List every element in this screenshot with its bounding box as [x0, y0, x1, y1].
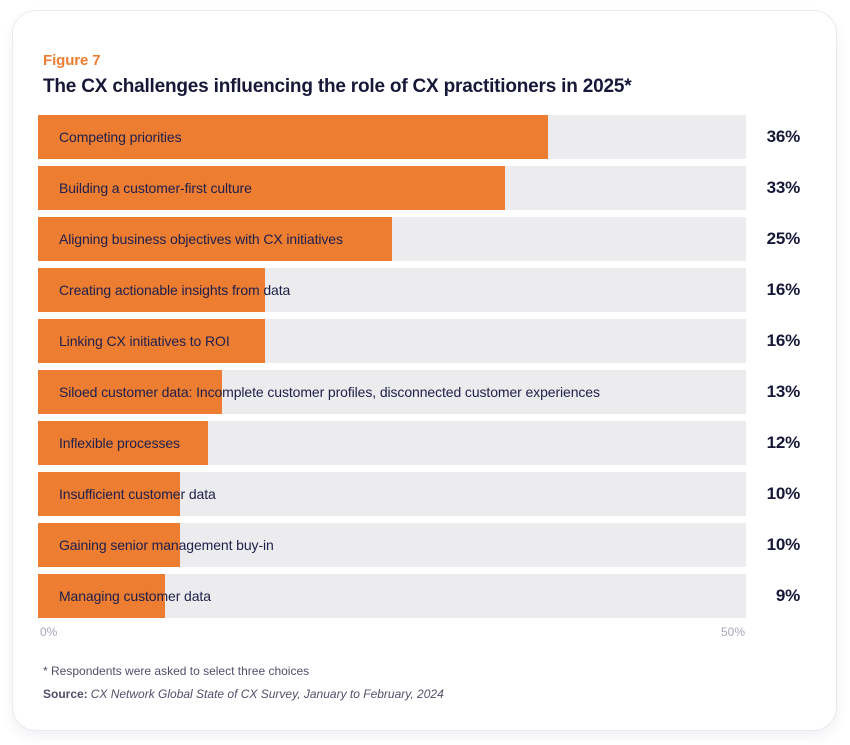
- bar-row: Siloed customer data: Incomplete custome…: [38, 370, 800, 414]
- bar-fill: [38, 217, 392, 261]
- bar-track: Creating actionable insights from data: [38, 268, 746, 312]
- bar-track: Building a customer-first culture: [38, 166, 746, 210]
- bar-row: Building a customer-first culture 33%: [38, 166, 800, 210]
- bar-rows: Competing priorities 36% Building a cust…: [38, 115, 800, 618]
- bar-row: Competing priorities 36%: [38, 115, 800, 159]
- source-line: Source: CX Network Global State of CX Sur…: [43, 687, 800, 701]
- bar-chart: Competing priorities 36% Building a cust…: [38, 115, 800, 639]
- bar-row: Inflexible processes 12%: [38, 421, 800, 465]
- bar-track: Managing customer data: [38, 574, 746, 618]
- bar-label: Inflexible processes: [59, 435, 180, 451]
- bar-label: Competing priorities: [59, 129, 182, 145]
- bar-fill: [38, 268, 265, 312]
- x-axis: 0% 50%: [38, 625, 746, 639]
- bar-value: 10%: [766, 484, 801, 503]
- figure-card: Figure 7 The CX challenges influencing t…: [12, 10, 837, 731]
- bar-row: Managing customer data 9%: [38, 574, 800, 618]
- chart-title: The CX challenges influencing the role o…: [43, 76, 632, 97]
- bar-value: 33%: [766, 178, 801, 197]
- footnote: * Respondents were asked to select three…: [43, 664, 310, 678]
- bar-value: 16%: [766, 280, 801, 299]
- bar-label: Gaining senior management buy-in: [59, 537, 274, 553]
- bar-value: 25%: [766, 229, 801, 248]
- bar-label: Building a customer-first culture: [59, 180, 252, 196]
- axis-tick-max: 50%: [720, 625, 745, 639]
- bar-label: Creating actionable insights from data: [59, 282, 291, 298]
- bar-value: 10%: [766, 535, 801, 554]
- bar-value: 12%: [766, 433, 801, 452]
- source-text: CX Network Global State of CX Survey, Ja…: [90, 687, 444, 701]
- bar-row: Gaining senior management buy-in 10%: [38, 523, 800, 567]
- bar-value: 36%: [766, 127, 801, 146]
- bar-label: Insufficient customer data: [59, 486, 216, 502]
- bar-value: 13%: [766, 382, 801, 401]
- bar-track: Competing priorities: [38, 115, 746, 159]
- bar-fill: [38, 421, 208, 465]
- bar-fill: [38, 472, 180, 516]
- bar-row: Linking CX initiatives to ROI 16%: [38, 319, 800, 363]
- bar-fill: [38, 319, 265, 363]
- source-label: Source:: [43, 687, 88, 701]
- bar-fill: [38, 523, 180, 567]
- bar-track: Siloed customer data: Incomplete custome…: [38, 370, 746, 414]
- bar-track: Inflexible processes: [38, 421, 746, 465]
- bar-value: 9%: [775, 586, 800, 605]
- bar-track: Gaining senior management buy-in: [38, 523, 746, 567]
- bar-row: Insufficient customer data 10%: [38, 472, 800, 516]
- bar-row: Creating actionable insights from data 1…: [38, 268, 800, 312]
- bar-label: Linking CX initiatives to ROI: [59, 333, 230, 349]
- bar-label: Aligning business objectives with CX ini…: [59, 231, 343, 247]
- bar-value: 16%: [766, 331, 801, 350]
- bar-track: Insufficient customer data: [38, 472, 746, 516]
- axis-tick-min: 0%: [40, 625, 58, 639]
- bar-label: Managing customer data: [59, 588, 211, 604]
- bar-track: Linking CX initiatives to ROI: [38, 319, 746, 363]
- bar-fill: [38, 574, 166, 618]
- bar-track: Aligning business objectives with CX ini…: [38, 217, 746, 261]
- bar-fill: [38, 166, 506, 210]
- bar-label: Siloed customer data: Incomplete custome…: [59, 384, 600, 400]
- figure-header: Figure 7 The CX challenges influencing t…: [43, 52, 800, 98]
- bar-row: Aligning business objectives with CX ini…: [38, 217, 800, 261]
- bar-fill: [38, 115, 548, 159]
- bar-fill: [38, 370, 223, 414]
- figure-label: Figure 7: [43, 52, 101, 69]
